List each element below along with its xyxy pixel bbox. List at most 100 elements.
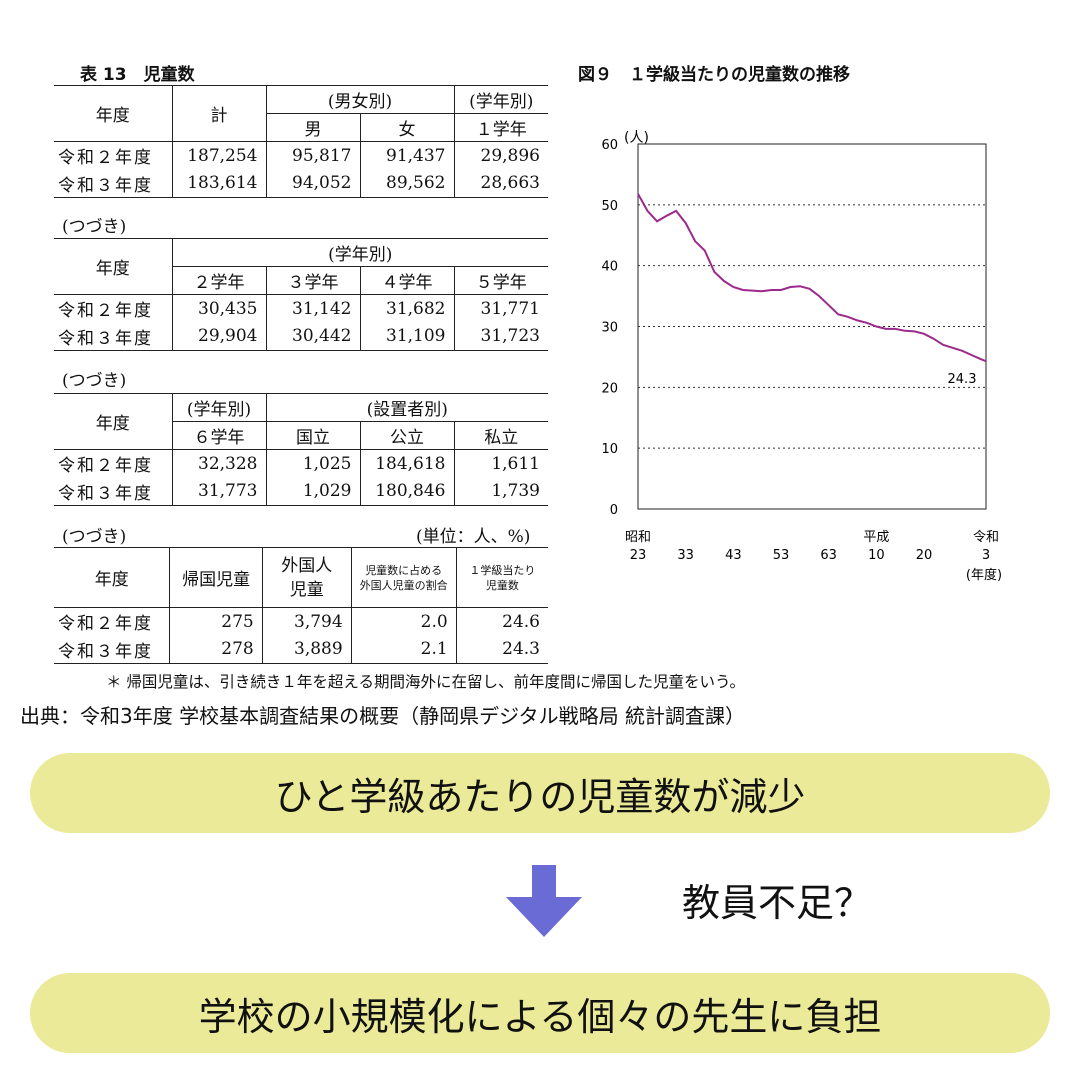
grade4-header: ４学年: [359, 266, 455, 295]
table-cell: 29,896: [453, 141, 548, 170]
table-cell: 3,794: [261, 607, 352, 636]
continued-label: (つづき): [62, 371, 127, 391]
table-cell: 94,052: [265, 169, 361, 198]
y-tick-label: 50: [601, 199, 618, 214]
table-title: 表 13 児童数: [80, 65, 195, 85]
table-cell: 2.0: [350, 607, 457, 636]
per-class-header-line2: 児童数: [485, 578, 519, 592]
teacher-shortage-question: 教員不足？: [682, 881, 873, 925]
table-cell: 89,562: [359, 169, 455, 198]
table-cell: 31,723: [453, 322, 548, 351]
year-header: 年度: [54, 238, 173, 295]
x-tick-label: 23: [630, 548, 647, 563]
y-axis-unit: (人): [624, 130, 649, 146]
returnee-header: 帰国児童: [169, 547, 263, 608]
summary-pill-burden: 学校の小規模化による個々の先生に負担: [30, 973, 1050, 1053]
table-cell: 187,254: [171, 141, 267, 170]
year-header: 年度: [54, 547, 171, 608]
x-tick-era: 平成: [863, 530, 889, 545]
series-line: [637, 193, 987, 363]
table-cell: 24.6: [455, 607, 548, 636]
x-tick-label: 63: [820, 548, 837, 563]
foreign-header-line1: 外国人: [281, 555, 333, 576]
table-cell: 183,614: [171, 169, 267, 198]
table-cell: 180,846: [359, 477, 455, 506]
row-year: 令和３年度: [54, 322, 173, 351]
founder-group-header: (設置者別): [265, 393, 548, 422]
gender-group-header: (男女別): [265, 85, 455, 114]
table-cell: 3,889: [261, 635, 352, 664]
table-cell: 91,437: [359, 141, 455, 170]
year-header: 年度: [54, 393, 173, 450]
table-cell: 32,328: [171, 449, 267, 478]
table-cell: 1,025: [265, 449, 361, 478]
summary-pill-decrease-text: ひと学級あたりの児童数が減少: [274, 774, 806, 819]
y-tick-label: 10: [601, 442, 618, 457]
table-cell: 2.1: [350, 635, 457, 664]
table-cell: 31,142: [265, 294, 361, 323]
y-tick-label: 20: [601, 381, 618, 396]
y-tick-label: 0: [610, 503, 618, 518]
x-tick-era: 令和: [973, 530, 999, 545]
row-year: 令和２年度: [54, 141, 173, 170]
ratio-header-line1: 児童数に占める: [365, 563, 443, 577]
table-block-1: 年度 計 (男女別) (学年別) 男 女 １学年 令和２年度 187,254 9…: [54, 85, 548, 198]
down-arrow-icon: [506, 865, 582, 937]
summary-pill-decrease: ひと学級あたりの児童数が減少: [30, 753, 1050, 833]
table-cell: 30,442: [265, 322, 361, 351]
x-tick-label: 53: [773, 548, 790, 563]
table-cell: 1,029: [265, 477, 361, 506]
source-citation: 出典：令和3年度 学校基本調査結果の概要（静岡県デジタル戦略局 統計調査課）: [20, 704, 746, 728]
year-header: 年度: [54, 85, 173, 142]
continued-label: (つづき): [62, 527, 127, 547]
table-cell: 31,771: [453, 294, 548, 323]
table-cell: 184,618: [359, 449, 455, 478]
grade2-header: ２学年: [172, 266, 267, 295]
table-cell: 29,904: [171, 322, 267, 351]
row-year: 令和２年度: [54, 294, 173, 323]
row-year: 令和３年度: [54, 169, 173, 198]
table-cell: 31,773: [171, 477, 267, 506]
y-tick-label: 40: [601, 260, 618, 275]
table-block-2: 年度 (学年別) ２学年 ３学年 ４学年 ５学年 令和２年度 30,435 31…: [54, 238, 548, 351]
grade-group-header: (学年別): [171, 393, 267, 422]
grade-group-header: (学年別): [171, 238, 548, 267]
x-tick-label: 33: [677, 548, 694, 563]
x-tick-era: 昭和: [625, 530, 651, 545]
table-cell: 31,109: [359, 322, 455, 351]
table-block-3: 年度 (学年別) (設置者別) ６学年 国立 公立 私立 令和２年度 32,32…: [54, 393, 548, 506]
row-year: 令和３年度: [54, 635, 171, 664]
table-block-4: 年度 帰国児童 外国人 児童 児童数に占める 外国人児童の割合 １学級当たり 児…: [54, 547, 548, 664]
x-tick-label: 3: [982, 548, 990, 563]
public-header: 公立: [359, 421, 455, 450]
y-tick-label: 30: [601, 321, 618, 336]
last-value-label: 24.3: [948, 372, 977, 387]
private-header: 私立: [453, 421, 548, 450]
grade3-header: ３学年: [265, 266, 361, 295]
chart-title: 図９ １学級当たりの児童数の推移: [578, 65, 850, 85]
grade1-header: １学年: [453, 113, 548, 142]
summary-pill-burden-text: 学校の小規模化による個々の先生に負担: [198, 994, 882, 1039]
foreign-header-line2: 児童: [289, 579, 324, 600]
continued-label: (つづき): [62, 217, 127, 237]
grade6-header: ６学年: [172, 421, 267, 450]
table-cell: 275: [169, 607, 263, 636]
x-tick-label: 43: [725, 548, 742, 563]
row-year: 令和３年度: [54, 477, 173, 506]
national-header: 国立: [265, 421, 361, 450]
per-class-header-line1: １学級当たり: [469, 563, 536, 577]
grade-group-header: (学年別): [453, 85, 548, 114]
foreign-header: 外国人 児童: [261, 547, 352, 608]
table-cell: 1,611: [453, 449, 548, 478]
total-header: 計: [171, 85, 267, 142]
table-footnote: ＊ 帰国児童は、引き続き１年を超える期間海外に在留し、前年度間に帰国した児童をい…: [106, 673, 746, 691]
row-year: 令和２年度: [54, 449, 173, 478]
table-cell: 31,682: [359, 294, 455, 323]
table-cell: 95,817: [265, 141, 361, 170]
row-year: 令和２年度: [54, 607, 171, 636]
table-cell: 30,435: [171, 294, 267, 323]
table-cell: 28,663: [453, 169, 548, 198]
table-cell: 278: [169, 635, 263, 664]
table-cell: 24.3: [455, 635, 548, 664]
